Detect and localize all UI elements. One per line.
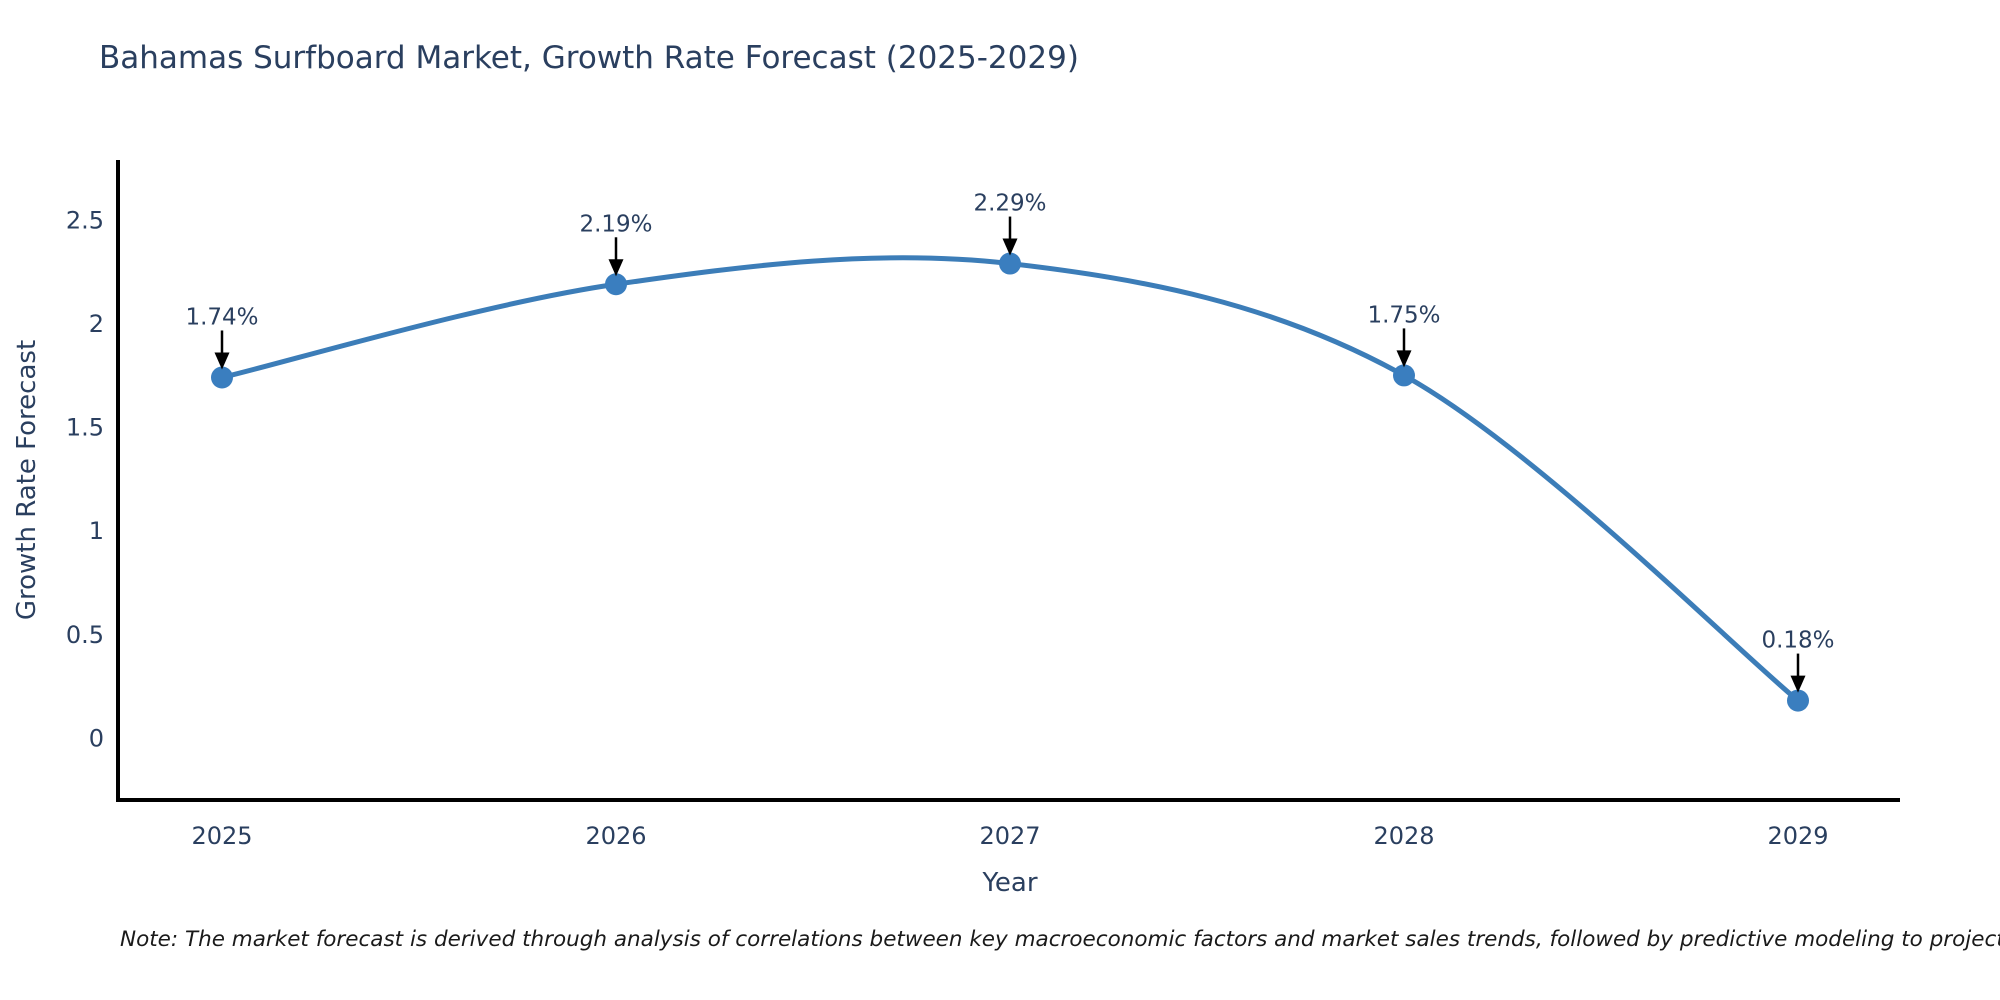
forecast-line-series [219, 255, 1801, 704]
data-point-2028 [1393, 364, 1415, 387]
point-value-label: 0.18% [1761, 628, 1834, 654]
x-tick-label: 2025 [191, 822, 252, 850]
y-tick-label: 2 [89, 310, 104, 338]
chart-title: Bahamas Surfboard Market, Growth Rate Fo… [99, 40, 1079, 76]
data-point-2025 [211, 366, 233, 389]
y-tick-label: 0 [89, 724, 104, 752]
y-tick-label: 1.5 [66, 414, 104, 442]
x-tick-label: 2026 [585, 822, 646, 850]
y-tick-label: 2.5 [66, 207, 104, 235]
footnote: Note: The market forecast is derived thr… [120, 927, 2000, 952]
x-axis-title: Year [982, 868, 1038, 898]
x-tick-label: 2028 [1373, 822, 1434, 850]
annotation-arrow-head [1396, 350, 1412, 368]
data-point-2027 [999, 252, 1021, 275]
annotation-arrow-head [1002, 238, 1018, 256]
y-tick-label: 0.5 [66, 621, 104, 649]
data-point-2026 [605, 273, 627, 296]
data-point-2029 [1787, 689, 1809, 712]
point-value-label: 1.75% [1367, 302, 1440, 328]
point-value-label: 1.74% [185, 304, 258, 330]
x-tick-label: 2027 [979, 822, 1040, 850]
y-tick-label: 1 [89, 517, 104, 545]
x-tick-label: 2029 [1767, 822, 1828, 850]
annotation-arrow-head [214, 352, 230, 370]
annotation-arrow-head [1790, 675, 1806, 693]
point-value-label: 2.29% [973, 191, 1046, 217]
annotation-arrow-head [608, 259, 624, 277]
point-value-label: 2.19% [579, 211, 652, 237]
